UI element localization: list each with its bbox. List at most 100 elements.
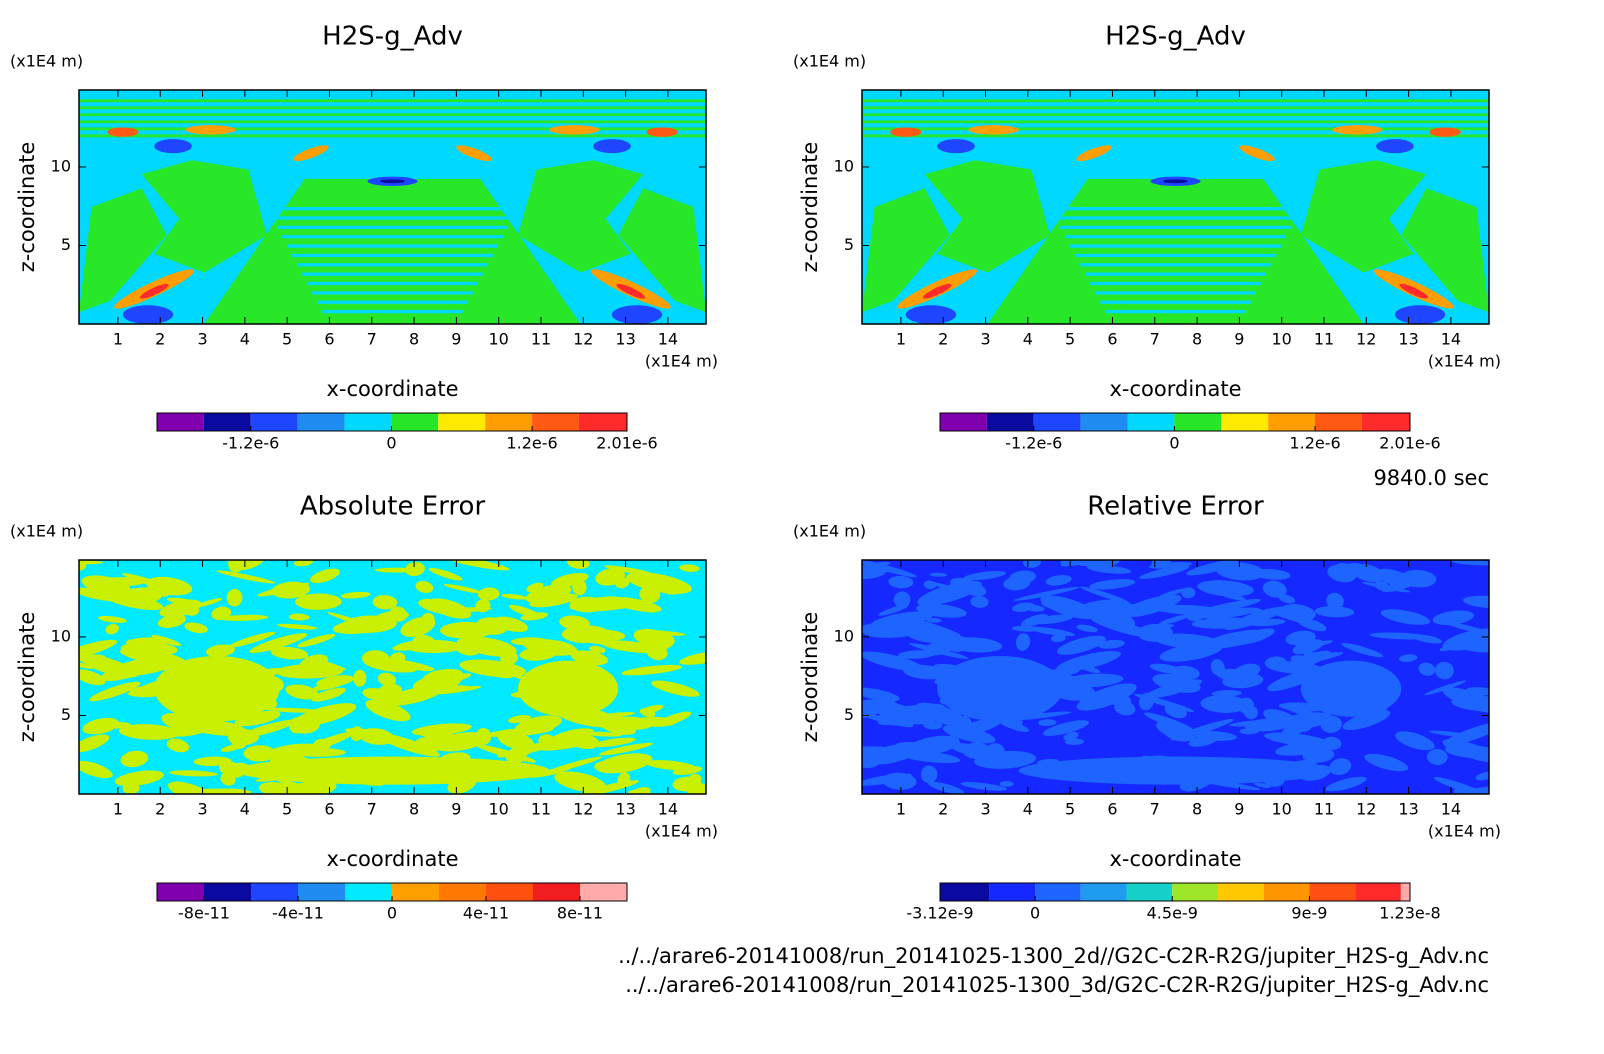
contour-band (282, 235, 503, 239)
colorbar-tick-label: 0 (1169, 434, 1179, 453)
contour-region (1326, 592, 1344, 610)
contour-region (79, 734, 110, 753)
contour-region (353, 669, 367, 687)
contour-region (589, 645, 606, 654)
contour-region (1380, 609, 1430, 625)
contour-region (235, 756, 550, 785)
colorbar-segment (986, 413, 1034, 431)
colorbar-segment (485, 413, 533, 431)
contour-region (270, 743, 320, 756)
contour-region (1024, 604, 1045, 612)
contour-region (379, 179, 406, 184)
contour-region (79, 669, 106, 686)
contour-region (1144, 712, 1194, 732)
contour-region (1312, 640, 1333, 647)
y-tick-label: 10 (834, 156, 854, 175)
contour-region (1233, 628, 1275, 646)
x-unit: (x1E4 m) (645, 352, 718, 371)
contour-region (1056, 650, 1121, 672)
contour-region (196, 598, 223, 607)
x-tick-label: 11 (531, 330, 551, 349)
x-axis-label: x-coordinate (1109, 847, 1241, 871)
contour-region (868, 700, 928, 725)
x-tick-label: 5 (1065, 330, 1075, 349)
contour-region (554, 771, 607, 793)
contour-region (414, 728, 456, 740)
contour-region (1076, 624, 1098, 633)
contour-region (949, 743, 1002, 759)
contour-region (552, 640, 576, 650)
contour-region (1314, 606, 1355, 618)
contour-region (277, 623, 318, 630)
x-tick-label: 7 (1150, 330, 1160, 349)
contour-region (270, 646, 309, 660)
colorbar-segment (940, 883, 990, 901)
contour-region (1098, 639, 1125, 649)
contour-region (1297, 617, 1327, 632)
contour-band (272, 216, 513, 220)
colorbar-tick-label: 1.2e-6 (1289, 434, 1340, 453)
x-tick-label: 14 (1441, 330, 1461, 349)
contour-region (684, 783, 706, 794)
contour-region (110, 593, 130, 604)
contour-region (456, 145, 492, 161)
contour-region (1056, 635, 1106, 655)
contour-region (937, 655, 1063, 722)
x-tick-label: 8 (409, 330, 419, 349)
contour-region (1211, 690, 1243, 697)
contour-band (79, 99, 706, 103)
x-tick-label: 12 (573, 330, 593, 349)
contour-region (1267, 669, 1319, 692)
x-tick-label: 14 (658, 800, 678, 819)
contour-region (514, 715, 563, 735)
contour-region (871, 611, 934, 629)
contour-band (862, 120, 1489, 124)
contour-region (924, 160, 1051, 273)
x-tick-label: 9 (451, 330, 461, 349)
contour-region (122, 305, 174, 324)
contour-region (908, 643, 969, 659)
contour-region (559, 615, 590, 630)
contour-band (1090, 281, 1261, 286)
contour-region (299, 654, 329, 672)
contour-region (292, 703, 357, 727)
contour-region (1043, 720, 1089, 736)
contour-region (374, 567, 420, 573)
contour-region (1278, 594, 1296, 604)
contour-region (226, 588, 243, 607)
contour-region (1398, 654, 1418, 662)
colorbar-segment (989, 883, 1036, 901)
contour-band (79, 127, 706, 131)
contour-region (893, 591, 911, 608)
x-tick-label: 8 (409, 800, 419, 819)
colorbar-segment (1361, 413, 1410, 431)
contour-region (79, 587, 122, 602)
colorbar-tick-label: 2.01e-6 (1379, 434, 1440, 453)
x-tick-label: 11 (1314, 800, 1334, 819)
contour-field (79, 560, 706, 794)
colorbar-segment (157, 883, 204, 901)
y-tick-label: 5 (61, 705, 71, 724)
x-tick-label: 2 (938, 800, 948, 819)
contour-region (1040, 595, 1097, 620)
contour-region (1399, 283, 1429, 299)
x-tick-label: 3 (980, 330, 990, 349)
x-tick-label: 4 (1023, 800, 1033, 819)
contour-region (81, 575, 131, 595)
contour-region (1060, 560, 1108, 567)
contour-region (651, 680, 700, 697)
contour-region (929, 572, 947, 577)
contour-region (107, 127, 139, 137)
contour-region (270, 777, 324, 794)
contour-region (1327, 564, 1357, 583)
contour-region (1200, 695, 1249, 713)
contour-region (232, 736, 247, 749)
contour-region (501, 593, 528, 600)
contour-region (79, 639, 118, 661)
contour-region (1159, 642, 1224, 662)
colorbar-frame (939, 882, 1411, 902)
contour-band (862, 106, 1489, 110)
contour-region (293, 145, 329, 161)
contour-region (915, 626, 979, 649)
contour-region (545, 756, 603, 774)
